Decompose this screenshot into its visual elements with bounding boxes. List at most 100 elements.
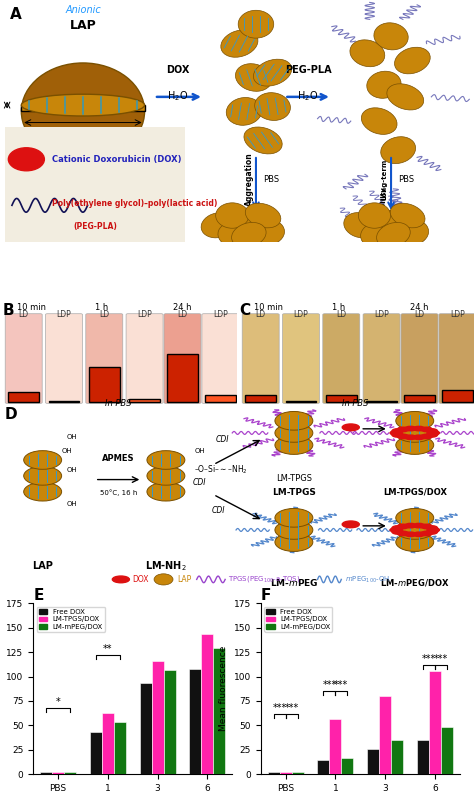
Ellipse shape — [394, 48, 430, 74]
Text: LDP: LDP — [213, 310, 228, 319]
Y-axis label: Mean fluorescence: Mean fluorescence — [219, 646, 228, 731]
Ellipse shape — [396, 436, 434, 454]
Text: Poly(ethylene glycol)–poly(lactic acid): Poly(ethylene glycol)–poly(lactic acid) — [52, 198, 217, 207]
Text: H$_2$O: H$_2$O — [167, 89, 188, 103]
Circle shape — [392, 429, 403, 434]
Ellipse shape — [275, 521, 313, 539]
Text: OH: OH — [66, 467, 77, 473]
FancyBboxPatch shape — [0, 124, 190, 245]
Ellipse shape — [201, 213, 235, 238]
Bar — [52, 773, 64, 774]
Text: PBS: PBS — [263, 175, 279, 183]
Bar — [367, 749, 379, 774]
Circle shape — [397, 434, 409, 438]
Text: C: C — [239, 303, 250, 318]
FancyBboxPatch shape — [5, 314, 42, 403]
Circle shape — [413, 426, 425, 431]
Bar — [429, 671, 441, 774]
Bar — [114, 723, 126, 774]
FancyBboxPatch shape — [366, 401, 397, 403]
Text: LM-$m$PEG/DOX: LM-$m$PEG/DOX — [380, 577, 449, 588]
Bar — [102, 713, 114, 774]
FancyBboxPatch shape — [242, 314, 279, 403]
Ellipse shape — [147, 483, 185, 501]
Ellipse shape — [350, 40, 385, 67]
Text: LD: LD — [177, 310, 188, 319]
Text: CDI: CDI — [216, 435, 229, 445]
Circle shape — [397, 427, 409, 432]
Text: ***: *** — [422, 654, 436, 664]
Text: ***: *** — [434, 654, 448, 664]
Ellipse shape — [24, 467, 62, 485]
Bar — [152, 661, 164, 774]
Text: $m$PEG$_{100}$-OH: $m$PEG$_{100}$-OH — [345, 574, 390, 584]
Circle shape — [405, 523, 416, 528]
FancyBboxPatch shape — [164, 314, 201, 403]
Text: LM-$m$PEG: LM-$m$PEG — [270, 577, 318, 588]
Circle shape — [426, 433, 438, 437]
Text: OH: OH — [194, 449, 205, 454]
Text: PBS: PBS — [398, 175, 414, 183]
Text: Long-term: Long-term — [381, 159, 387, 200]
Bar — [329, 719, 341, 774]
Text: In PBS: In PBS — [105, 399, 132, 408]
Ellipse shape — [396, 508, 434, 527]
Circle shape — [405, 426, 416, 431]
Text: LDP: LDP — [56, 310, 72, 319]
Ellipse shape — [374, 23, 408, 50]
Circle shape — [405, 532, 416, 537]
Circle shape — [9, 148, 45, 171]
Text: ***: *** — [284, 703, 299, 713]
Ellipse shape — [275, 436, 313, 454]
Bar — [164, 670, 175, 774]
Text: F: F — [261, 588, 271, 603]
Circle shape — [428, 430, 439, 435]
Text: DOX: DOX — [166, 64, 190, 75]
Text: E: E — [33, 588, 44, 603]
Circle shape — [428, 528, 439, 532]
Circle shape — [413, 532, 425, 537]
FancyBboxPatch shape — [8, 392, 39, 403]
Text: *: * — [55, 697, 61, 707]
Ellipse shape — [24, 483, 62, 501]
Text: LDP: LDP — [450, 310, 465, 319]
Ellipse shape — [387, 84, 424, 110]
Text: (PEG-PLA): (PEG-PLA) — [73, 222, 117, 230]
Circle shape — [421, 524, 432, 529]
Text: APMES: APMES — [102, 454, 135, 463]
Text: Stability: Stability — [381, 187, 387, 221]
FancyBboxPatch shape — [89, 368, 119, 403]
Text: ***: *** — [334, 680, 348, 690]
Text: A: A — [9, 7, 21, 22]
Text: PEG-PLA: PEG-PLA — [285, 64, 331, 75]
Ellipse shape — [381, 137, 416, 164]
Bar — [441, 727, 453, 774]
Text: ***: *** — [322, 680, 337, 690]
Text: LD: LD — [18, 310, 29, 319]
FancyBboxPatch shape — [129, 399, 160, 403]
Text: LAP: LAP — [178, 575, 192, 584]
Text: B: B — [2, 303, 14, 318]
Circle shape — [342, 424, 359, 430]
Bar — [268, 773, 280, 774]
Circle shape — [421, 434, 432, 438]
Bar — [213, 649, 225, 774]
Text: **: ** — [103, 644, 113, 654]
Text: Anionic: Anionic — [65, 5, 101, 15]
Text: 50°C, 16 h: 50°C, 16 h — [100, 489, 137, 495]
Text: LM-TPGS: LM-TPGS — [272, 488, 316, 496]
Text: LAP: LAP — [70, 19, 96, 32]
Ellipse shape — [367, 71, 401, 98]
Ellipse shape — [361, 108, 397, 134]
Text: LM-TPGS/DOX: LM-TPGS/DOX — [383, 488, 447, 496]
Circle shape — [397, 524, 409, 529]
FancyBboxPatch shape — [439, 314, 474, 403]
Ellipse shape — [376, 222, 410, 248]
Text: Aggregation: Aggregation — [246, 152, 254, 206]
Ellipse shape — [390, 203, 425, 228]
Text: LD: LD — [255, 310, 266, 319]
Text: 24 h: 24 h — [173, 303, 191, 312]
Text: In FBS: In FBS — [342, 399, 369, 408]
Text: CDI: CDI — [192, 478, 206, 488]
Text: 25 nm: 25 nm — [71, 128, 95, 137]
